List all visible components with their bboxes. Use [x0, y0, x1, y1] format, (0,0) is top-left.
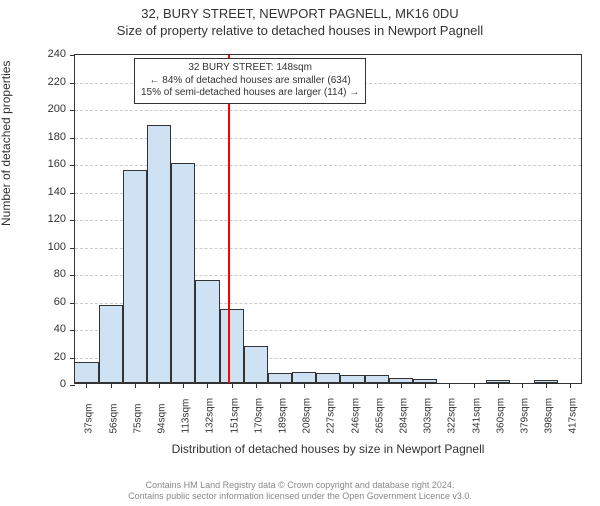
x-tick-mark — [304, 383, 305, 388]
histogram-bar — [147, 125, 171, 384]
y-tick-mark — [70, 358, 75, 359]
x-tick-mark — [522, 383, 523, 388]
x-tick-mark — [256, 383, 257, 388]
histogram-bar — [195, 280, 219, 383]
annotation-line1: 32 BURY STREET: 148sqm — [141, 62, 359, 75]
histogram-bar — [340, 375, 364, 383]
y-tick-label: 0 — [0, 378, 66, 390]
y-tick-label: 220 — [0, 76, 66, 88]
x-tick-mark — [280, 383, 281, 388]
y-tick-mark — [70, 248, 75, 249]
x-tick-mark — [377, 383, 378, 388]
histogram-bar — [171, 163, 195, 383]
y-tick-mark — [70, 165, 75, 166]
y-tick-label: 240 — [0, 48, 66, 60]
y-tick-label: 200 — [0, 103, 66, 115]
x-tick-mark — [159, 383, 160, 388]
y-tick-label: 160 — [0, 158, 66, 170]
plot-area — [74, 54, 582, 384]
y-tick-mark — [70, 303, 75, 304]
y-tick-label: 120 — [0, 213, 66, 225]
y-tick-mark — [70, 55, 75, 56]
y-tick-label: 100 — [0, 241, 66, 253]
annotation-line2: ← 84% of detached houses are smaller (63… — [141, 75, 359, 88]
x-tick-mark — [353, 383, 354, 388]
annotation-line3: 15% of semi-detached houses are larger (… — [141, 87, 359, 100]
y-tick-label: 140 — [0, 186, 66, 198]
x-tick-mark — [183, 383, 184, 388]
marker-line — [228, 55, 230, 383]
histogram-bar — [268, 373, 292, 383]
histogram-bar — [292, 372, 316, 383]
x-tick-mark — [86, 383, 87, 388]
y-tick-label: 180 — [0, 131, 66, 143]
histogram-bar — [244, 346, 268, 383]
y-tick-mark — [70, 110, 75, 111]
x-axis-label: Distribution of detached houses by size … — [74, 442, 582, 456]
y-tick-label: 20 — [0, 351, 66, 363]
x-tick-mark — [425, 383, 426, 388]
attribution-line1: Contains HM Land Registry data © Crown c… — [0, 480, 600, 491]
grid-line — [75, 110, 581, 111]
histogram-bar — [316, 373, 340, 383]
x-tick-mark — [135, 383, 136, 388]
x-tick-mark — [570, 383, 571, 388]
histogram-bar — [220, 309, 244, 383]
y-tick-mark — [70, 193, 75, 194]
histogram-bar — [99, 305, 123, 383]
y-tick-mark — [70, 138, 75, 139]
chart-title-line1: 32, BURY STREET, NEWPORT PAGNELL, MK16 0… — [0, 6, 600, 21]
x-tick-mark — [207, 383, 208, 388]
x-tick-mark — [546, 383, 547, 388]
y-tick-mark — [70, 330, 75, 331]
x-tick-mark — [474, 383, 475, 388]
y-tick-mark — [70, 83, 75, 84]
x-tick-mark — [449, 383, 450, 388]
attribution: Contains HM Land Registry data © Crown c… — [0, 480, 600, 503]
chart-container: 32, BURY STREET, NEWPORT PAGNELL, MK16 0… — [0, 6, 600, 506]
y-tick-label: 80 — [0, 268, 66, 280]
y-tick-mark — [70, 385, 75, 386]
y-tick-mark — [70, 220, 75, 221]
histogram-bar — [123, 170, 147, 383]
histogram-bar — [74, 362, 98, 383]
x-tick-mark — [111, 383, 112, 388]
y-tick-label: 40 — [0, 323, 66, 335]
x-tick-mark — [328, 383, 329, 388]
attribution-line2: Contains public sector information licen… — [0, 491, 600, 502]
x-tick-mark — [498, 383, 499, 388]
y-tick-label: 60 — [0, 296, 66, 308]
annotation-box: 32 BURY STREET: 148sqm ← 84% of detached… — [134, 58, 366, 104]
chart-title-line2: Size of property relative to detached ho… — [0, 23, 600, 38]
x-tick-mark — [232, 383, 233, 388]
x-tick-mark — [401, 383, 402, 388]
histogram-bar — [365, 375, 389, 383]
y-tick-mark — [70, 275, 75, 276]
